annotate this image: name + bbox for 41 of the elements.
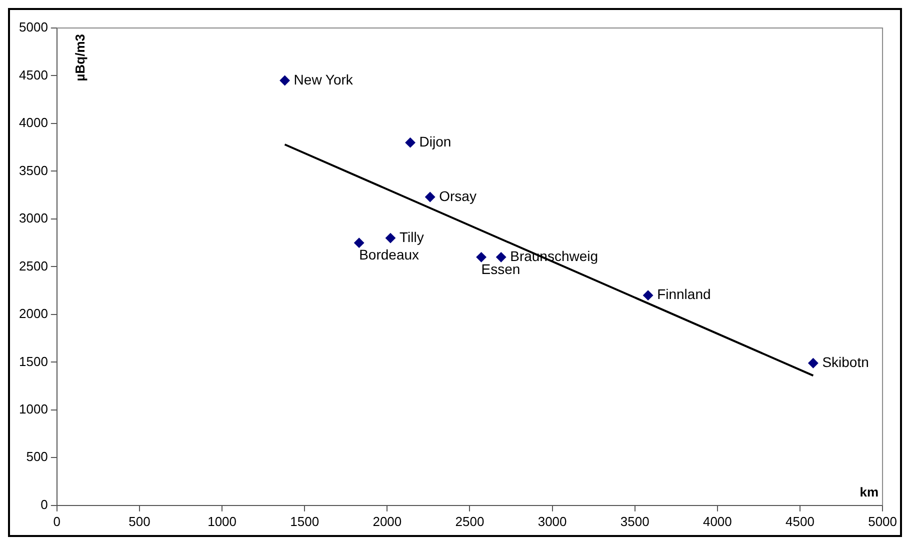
annotation: Dijon bbox=[419, 133, 452, 150]
x-tick-label: 4500 bbox=[786, 514, 814, 529]
point bbox=[643, 290, 654, 300]
y-tick-label: 1500 bbox=[19, 354, 48, 369]
x-tick-label: 5000 bbox=[868, 514, 897, 529]
point bbox=[354, 238, 364, 248]
y-tick-label: 500 bbox=[26, 449, 48, 464]
annotation: Essen bbox=[481, 261, 520, 278]
annotation: Tilly bbox=[399, 228, 424, 245]
annotation: Bordeaux bbox=[359, 246, 420, 263]
x-tick-label: 2000 bbox=[372, 514, 402, 529]
y-axis-title: µBq/m3 bbox=[72, 34, 88, 82]
annotation: Finnland bbox=[657, 286, 711, 302]
x-tick-label: 3000 bbox=[538, 514, 567, 529]
point bbox=[280, 76, 290, 86]
x-tick-label: 2500 bbox=[455, 514, 484, 529]
point bbox=[808, 358, 818, 368]
x-tick-label: 3500 bbox=[620, 514, 650, 529]
x-tick-label: 1500 bbox=[290, 514, 320, 529]
x-tick-label: 0 bbox=[53, 514, 61, 529]
y-tick-label: 0 bbox=[40, 496, 48, 512]
point bbox=[405, 138, 416, 148]
point bbox=[476, 252, 486, 262]
x-axis-title: km bbox=[860, 484, 879, 500]
y-tick-label: 1000 bbox=[19, 402, 48, 416]
y-tick-label: 4000 bbox=[19, 115, 48, 130]
point bbox=[385, 233, 396, 244]
point bbox=[496, 252, 506, 262]
y-tick-label: 3500 bbox=[19, 162, 48, 178]
point bbox=[425, 192, 436, 202]
y-tick-label: 4500 bbox=[19, 67, 48, 82]
x-tick-label: 1000 bbox=[208, 514, 237, 529]
y-tick-label: 3000 bbox=[19, 210, 48, 226]
y-tick-label: 2000 bbox=[19, 306, 48, 322]
annotation: New York bbox=[294, 71, 354, 88]
y-tick-label: 2500 bbox=[19, 258, 48, 274]
x-tick-label: 500 bbox=[128, 514, 150, 529]
annotation: Orsay bbox=[439, 188, 476, 204]
x-tick-label: 4000 bbox=[702, 514, 732, 529]
annotation: Skibotn bbox=[822, 354, 869, 370]
y-tick-label: 5000 bbox=[19, 20, 48, 35]
